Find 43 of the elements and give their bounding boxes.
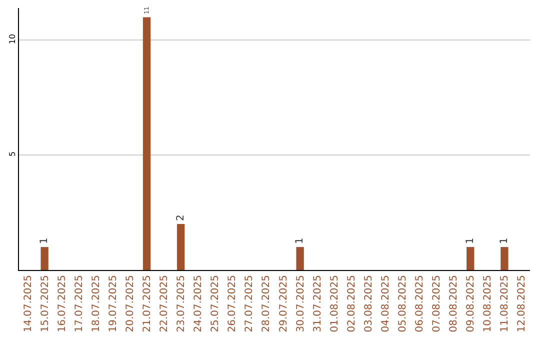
bar (296, 247, 304, 270)
data-label: 1 (464, 238, 476, 244)
x-tick-label: 23.07.2025 (176, 275, 188, 332)
bar (40, 247, 48, 270)
bar (466, 247, 474, 270)
bar (142, 17, 151, 270)
x-tick-label: 02.08.2025 (346, 275, 358, 332)
x-tick-label: 06.08.2025 (414, 275, 426, 332)
x-tick-label: 03.08.2025 (363, 275, 374, 332)
x-tick-label: 04.08.2025 (380, 275, 392, 332)
x-tick-label: 12.08.2025 (516, 275, 528, 332)
x-tick-label: 31.07.2025 (312, 275, 324, 332)
x-tick-label: 27.07.2025 (244, 275, 256, 332)
data-label: 1 (294, 238, 306, 244)
y-tick-label: 10 (8, 34, 17, 44)
x-tick-label: 16.07.2025 (56, 275, 68, 332)
y-tick-label: 5 (8, 151, 17, 156)
x-tick-label: 01.08.2025 (329, 275, 340, 332)
x-tick-label: 26.07.2025 (227, 275, 238, 332)
x-tick-label: 15.07.2025 (40, 275, 51, 332)
x-tick-label: 29.07.2025 (278, 275, 290, 332)
data-label: 1 (498, 238, 510, 244)
x-tick-label: 10.08.2025 (482, 275, 494, 332)
data-label: 1 (39, 238, 50, 244)
x-tick-label: 11.08.2025 (500, 275, 511, 332)
x-tick-label: 17.07.2025 (74, 275, 85, 332)
x-tick-label: 09.08.2025 (466, 275, 477, 332)
x-tick-label: 05.08.2025 (398, 275, 408, 332)
x-tick-label: 07.08.2025 (432, 275, 443, 332)
x-tick-label: 30.07.2025 (295, 275, 306, 332)
x-tick-label: 18.07.2025 (90, 275, 102, 332)
data-label: 2 (175, 214, 186, 222)
x-tick-label: 22.07.2025 (159, 275, 170, 332)
x-tick-label: 20.07.2025 (124, 275, 136, 332)
x-tick-label: 08.08.2025 (448, 275, 460, 332)
x-tick-label: 24.07.2025 (193, 275, 204, 332)
x-tick-label: 21.07.2025 (142, 275, 153, 332)
x-tick-label: 28.07.2025 (261, 275, 272, 332)
x-tick-label: 25.07.2025 (210, 275, 222, 332)
bar (176, 224, 185, 270)
x-tick-label: 19.07.2025 (108, 275, 119, 332)
bar (500, 247, 508, 270)
x-tick-label: 14.07.2025 (22, 275, 34, 332)
